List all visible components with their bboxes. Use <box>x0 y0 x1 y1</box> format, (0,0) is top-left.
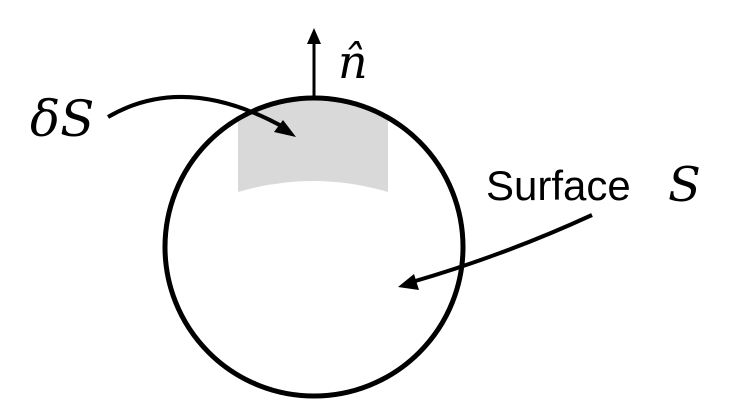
surface-pointer-arrowhead <box>398 274 419 290</box>
surface-word-label: Surface <box>486 162 631 209</box>
surface-element-pointer-arrow <box>106 94 286 130</box>
surface-symbol-label: S <box>668 157 701 213</box>
surface-element-label: δS <box>30 90 94 148</box>
normal-vector-arrowhead <box>307 28 321 44</box>
normal-vector-label: n̂ <box>338 35 368 89</box>
surface-element-pointer-arrowhead <box>274 120 296 137</box>
surface-pointer-arrow <box>411 213 593 284</box>
